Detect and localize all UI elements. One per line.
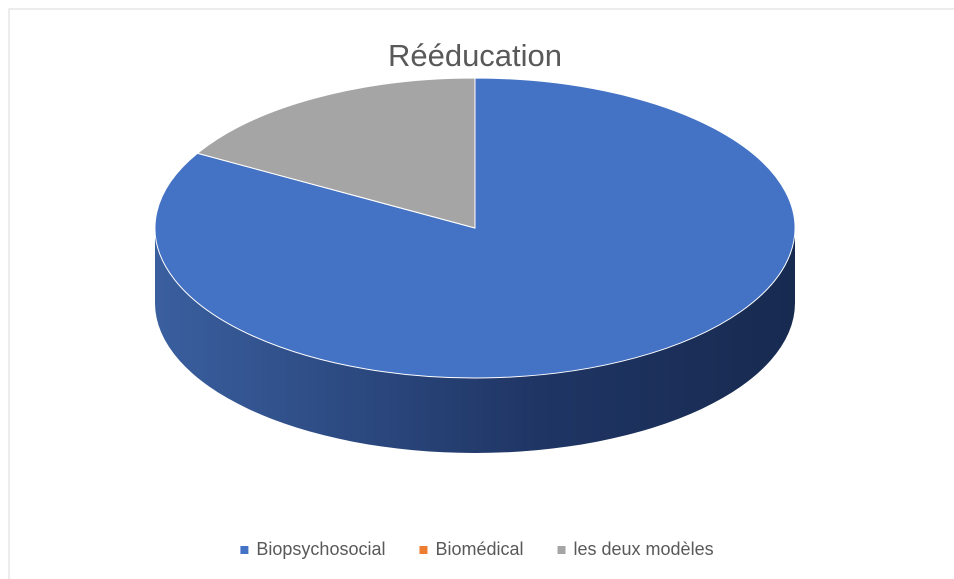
legend-label: les deux modèles: [574, 539, 714, 559]
slice: [196, 77, 476, 229]
legend-label: Biopsychosocial: [256, 539, 385, 559]
chart-border: [8, 8, 954, 579]
legend-marker: [419, 546, 428, 554]
legend-label: Biomédical: [435, 539, 523, 559]
slice-side: [155, 228, 795, 453]
legend-marker: [557, 546, 566, 554]
legend-marker: [240, 546, 249, 554]
chart-title: Rééducation: [388, 38, 562, 73]
